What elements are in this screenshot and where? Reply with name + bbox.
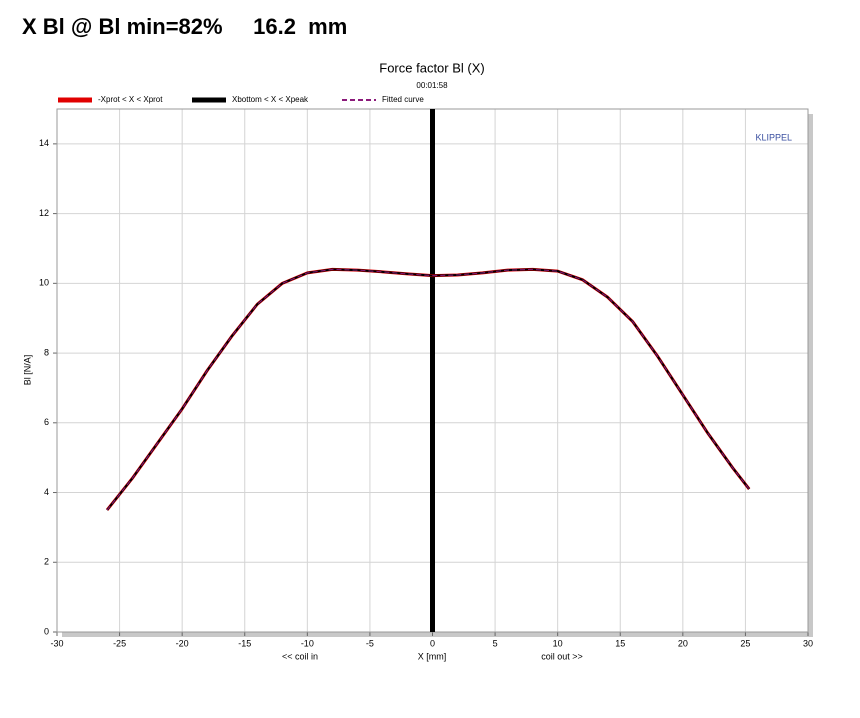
x-tick-label: 10 [553,638,563,648]
x-tick-label: 5 [493,638,498,648]
y-tick-label: 6 [44,417,49,427]
x-tick-label: -20 [176,638,189,648]
x-tick-label: 25 [740,638,750,648]
legend-label: Xbottom < X < Xpeak [232,95,309,104]
x-tick-label: -30 [50,638,63,648]
x-axis-label: X [mm] [418,651,447,661]
x-tick-label: -10 [301,638,314,648]
y-tick-label: 4 [44,487,49,497]
x-axis-label-left: << coil in [282,651,318,661]
y-tick-label: 12 [39,208,49,218]
x-tick-label: -15 [238,638,251,648]
y-tick-label: 14 [39,138,49,148]
y-tick-label: 8 [44,347,49,357]
chart-subtitle: 00:01:58 [416,81,448,90]
series-line [106,268,750,511]
y-tick-label: 0 [44,626,49,636]
y-tick-label: 10 [39,278,49,288]
y-tick-label: 2 [44,557,49,567]
y-axis-label: Bl [N/A] [22,355,32,386]
x-tick-label: 20 [678,638,688,648]
x-tick-label: -25 [113,638,126,648]
annotation: KLIPPEL [755,132,792,142]
page-title: X Bl @ Bl min=82% 16.2 mm [22,14,348,39]
x-tick-label: 0 [430,638,435,648]
x-tick-label: -5 [366,638,374,648]
legend-label: -Xprot < X < Xprot [98,95,163,104]
x-tick-label: 30 [803,638,813,648]
x-axis-label-right: coil out >> [541,651,583,661]
x-tick-label: 15 [615,638,625,648]
chart-title: Force factor Bl (X) [379,60,484,75]
legend-label: Fitted curve [382,95,424,104]
